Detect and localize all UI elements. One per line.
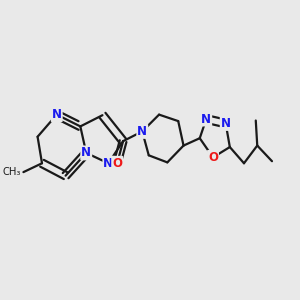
Text: CH₃: CH₃ [3, 167, 21, 177]
Text: N: N [221, 117, 231, 130]
Text: N: N [103, 157, 113, 170]
Text: N: N [137, 125, 147, 138]
Text: N: N [52, 108, 62, 121]
Text: O: O [112, 157, 122, 170]
Text: N: N [201, 112, 211, 125]
Text: N: N [81, 146, 91, 159]
Text: O: O [208, 151, 218, 164]
